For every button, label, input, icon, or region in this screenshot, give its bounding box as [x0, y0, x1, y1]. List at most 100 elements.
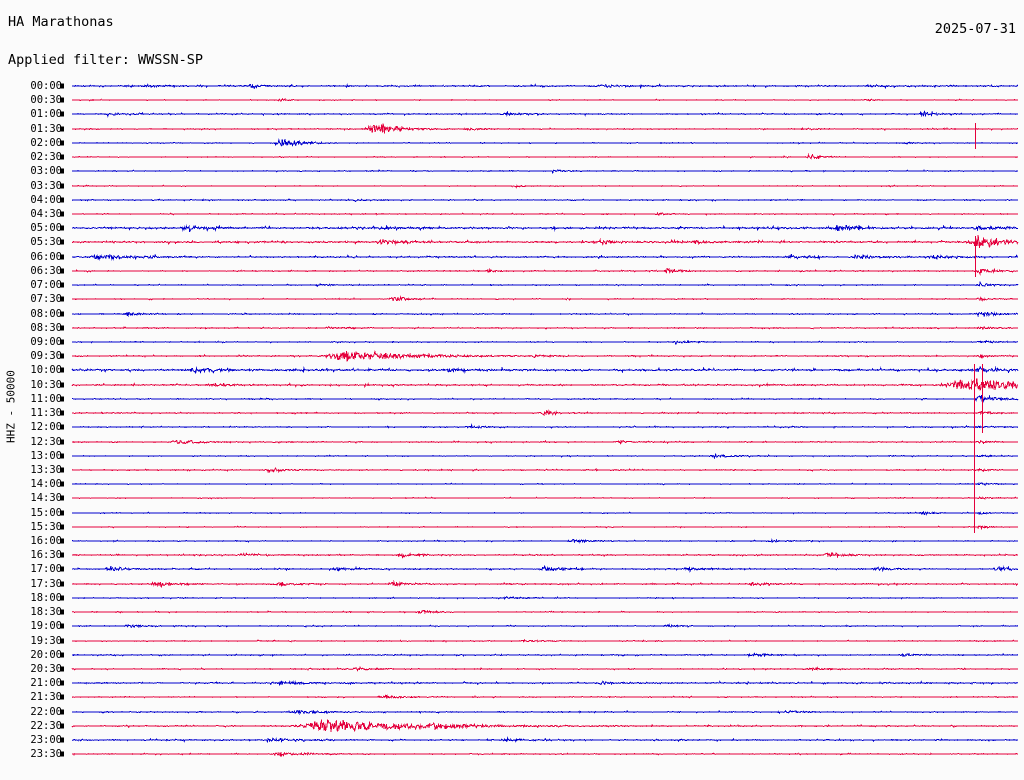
trace-path — [71, 709, 1019, 715]
helicorder-row: 20:00 — [0, 647, 1024, 663]
seismic-trace[interactable] — [71, 561, 1019, 577]
helicorder-row: 04:30 — [0, 206, 1024, 222]
trace-path — [71, 595, 1019, 600]
helicorder-row: 16:30 — [0, 547, 1024, 563]
row-tick-mark — [60, 154, 64, 160]
row-time-label: 11:30 — [30, 407, 62, 420]
seismic-trace[interactable] — [71, 291, 1019, 307]
helicorder-row: 05:30 — [0, 234, 1024, 250]
seismic-trace[interactable] — [71, 163, 1019, 179]
seismic-trace[interactable] — [71, 419, 1019, 435]
seismic-trace[interactable] — [71, 391, 1019, 407]
helicorder-row: 00:00 — [0, 78, 1024, 94]
seismic-trace[interactable] — [71, 348, 1019, 364]
row-tick-mark — [60, 552, 64, 558]
helicorder-row: 17:30 — [0, 576, 1024, 592]
helicorder-row: 12:30 — [0, 434, 1024, 450]
seismic-trace[interactable] — [71, 434, 1019, 450]
seismic-trace[interactable] — [71, 661, 1019, 677]
seismic-trace[interactable] — [71, 533, 1019, 549]
row-time-label: 02:30 — [30, 151, 62, 164]
trace-path — [71, 224, 1019, 233]
row-time-label: 12:00 — [30, 421, 62, 434]
row-tick-mark — [60, 623, 64, 629]
trace-path — [71, 524, 1019, 530]
clipped-event-marker — [975, 236, 977, 277]
row-tick-mark — [60, 709, 64, 715]
trace-path — [71, 98, 1019, 103]
seismic-trace[interactable] — [71, 448, 1019, 464]
trace-path — [71, 638, 1019, 643]
trace-path — [71, 267, 1019, 276]
seismic-trace[interactable] — [71, 704, 1019, 720]
seismic-trace[interactable] — [71, 192, 1019, 208]
seismic-trace[interactable] — [71, 505, 1019, 521]
seismic-trace[interactable] — [71, 263, 1019, 279]
row-time-label: 08:30 — [30, 321, 62, 334]
seismic-trace[interactable] — [71, 206, 1019, 222]
seismic-trace[interactable] — [71, 334, 1019, 350]
row-tick-mark — [60, 510, 64, 516]
seismic-trace[interactable] — [71, 320, 1019, 336]
trace-path — [71, 680, 1019, 687]
seismic-trace[interactable] — [71, 732, 1019, 748]
row-tick-mark — [60, 111, 64, 117]
row-time-label: 20:30 — [30, 663, 62, 676]
row-tick-mark — [60, 268, 64, 274]
seismic-trace[interactable] — [71, 149, 1019, 165]
row-time-label: 13:30 — [30, 463, 62, 476]
seismic-trace[interactable] — [71, 519, 1019, 535]
row-tick-mark — [60, 168, 64, 174]
row-tick-mark — [60, 481, 64, 487]
helicorder-row: 18:00 — [0, 590, 1024, 606]
seismic-trace[interactable] — [71, 689, 1019, 705]
trace-path — [71, 565, 1019, 574]
helicorder-row: 14:30 — [0, 490, 1024, 506]
trace-path — [71, 378, 1019, 391]
seismic-trace[interactable] — [72, 249, 1019, 265]
seismic-trace[interactable] — [71, 618, 1019, 634]
seismic-trace[interactable] — [71, 106, 1019, 122]
trace-path — [72, 252, 1019, 261]
seismic-trace[interactable] — [71, 92, 1019, 108]
seismic-trace[interactable] — [71, 746, 1018, 762]
seismic-trace[interactable] — [71, 718, 1019, 734]
trace-path — [71, 365, 1019, 375]
seismic-trace[interactable] — [71, 220, 1019, 236]
seismic-trace[interactable] — [71, 675, 1019, 691]
seismic-trace[interactable] — [71, 590, 1019, 606]
seismic-trace[interactable] — [71, 234, 1019, 250]
seismic-trace[interactable] — [71, 647, 1019, 663]
seismic-trace[interactable] — [71, 576, 1019, 592]
seismic-trace[interactable] — [71, 490, 1019, 506]
helicorder-row: 13:00 — [0, 448, 1024, 464]
row-time-label: 21:00 — [30, 677, 62, 690]
helicorder-row: 22:30 — [0, 718, 1024, 734]
seismic-trace[interactable] — [71, 362, 1019, 378]
seismic-trace[interactable] — [71, 604, 1019, 620]
seismic-trace[interactable] — [71, 306, 1019, 322]
row-tick-mark — [60, 83, 64, 89]
row-time-label: 04:30 — [30, 207, 62, 220]
seismic-trace[interactable] — [71, 476, 1018, 492]
seismic-trace[interactable] — [71, 633, 1019, 649]
row-tick-mark — [60, 254, 64, 260]
row-tick-mark — [60, 524, 64, 530]
row-time-label: 00:00 — [30, 80, 62, 92]
seismic-trace[interactable] — [71, 178, 1019, 194]
seismic-trace[interactable] — [71, 135, 1019, 151]
seismic-trace[interactable] — [71, 78, 1019, 94]
helicorder-row: 13:30 — [0, 462, 1024, 478]
seismic-trace[interactable] — [71, 277, 1019, 293]
row-time-label: 01:00 — [30, 108, 62, 121]
row-tick-mark — [60, 211, 64, 217]
seismic-trace[interactable] — [71, 121, 1019, 137]
seismic-trace[interactable] — [71, 462, 1019, 478]
row-tick-mark — [60, 680, 64, 686]
row-tick-mark — [60, 495, 64, 501]
row-tick-mark — [60, 453, 64, 459]
seismic-trace[interactable] — [71, 377, 1019, 393]
seismic-trace[interactable] — [71, 547, 1019, 563]
seismic-trace[interactable] — [71, 405, 1019, 421]
